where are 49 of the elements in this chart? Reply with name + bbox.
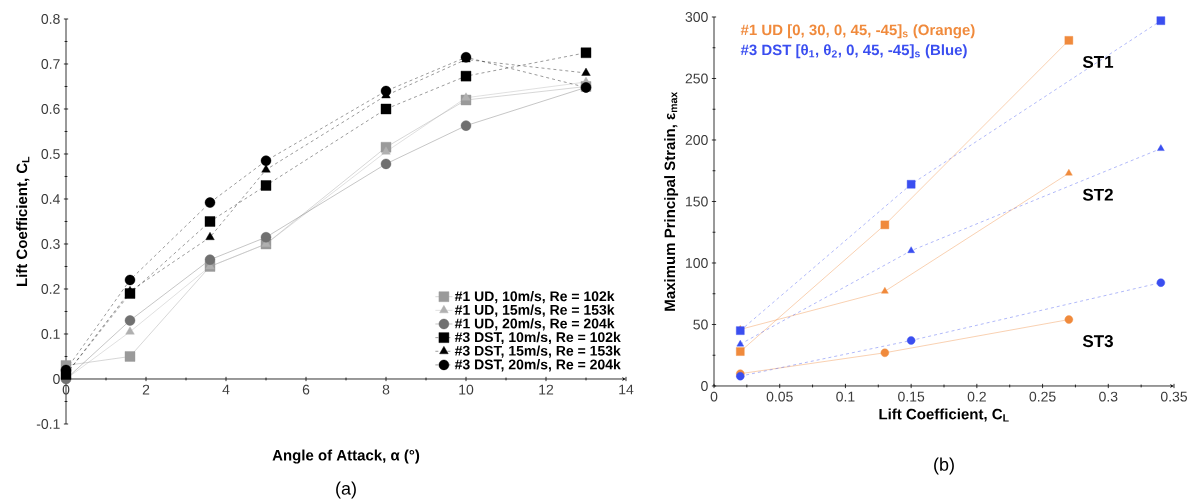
y-tick-label: 0.2 <box>41 284 60 294</box>
text: (a) <box>336 481 356 499</box>
x-tick-label: 2 <box>142 384 150 395</box>
annotation: ST3 <box>1082 335 1113 348</box>
y-tick-label: 0.3 <box>41 239 60 249</box>
annotation: #3 DST [θ$_{1}$, θ$_{2}$, 0, 45, -45]$_{s}$ (Blue) <box>740 44 967 59</box>
x-tick-label: 0.3 <box>1099 391 1118 402</box>
x-tick-label: 0.05 <box>766 391 793 402</box>
y-tick-label: 0 <box>53 374 60 384</box>
y-axis-title: Lift Coefficient, C$_{L}$ <box>16 156 30 287</box>
x-tick-label: 14 <box>619 384 634 395</box>
y-tick-label: 200 <box>685 135 708 145</box>
x-tick-label: 0.1 <box>836 391 855 402</box>
x-tick-label: 0 <box>710 391 718 402</box>
x-tick-label: 8 <box>382 384 390 395</box>
x-axis-title: Angle of Attack, α (°) <box>272 449 420 464</box>
y-tick-label: 250 <box>685 73 708 84</box>
y-tick-label: 0.4 <box>41 194 60 204</box>
x-axis-title: Lift Coefficient, C$_{L}$ <box>879 408 1009 422</box>
y-tick-label: 100 <box>686 258 708 268</box>
legend-label: #3 DST, 20m/s, Re = 204k <box>454 359 621 372</box>
x-tick-label: 10 <box>459 384 474 395</box>
y-axis-title: Maximum Principal Strain, ε$_{max}$ <box>664 91 679 311</box>
legend-label: #3 DST, 15m/s, Re = 153k <box>454 345 621 358</box>
legend-label: #3 DST, 10m/s, Re = 102k <box>454 331 621 345</box>
annotation: ST2 <box>1082 188 1113 201</box>
text: (b) <box>934 457 954 475</box>
x-tick-label: 0.25 <box>1029 391 1056 402</box>
y-tick-label: 0.6 <box>41 104 60 114</box>
legend-label: #1 UD, 10m/s, Re = 102k <box>454 290 615 304</box>
y-tick-label: 50 <box>693 319 708 330</box>
x-tick-label: 0 <box>62 384 70 395</box>
y-tick-label: 0.5 <box>41 149 60 159</box>
x-tick-label: 4 <box>222 384 230 395</box>
x-tick-label: 12 <box>539 384 554 395</box>
x-tick-label: 0.35 <box>1160 391 1188 402</box>
annotation: #1 UD [0, 30, 0, 45, -45]$_{s}$ (Orange) <box>740 24 975 39</box>
y-tick-label: 150 <box>686 196 708 207</box>
y-tick-label: 0.7 <box>41 59 60 69</box>
x-tick-label: 0.2 <box>967 391 986 402</box>
legend-label: #1 UD, 15m/s, Re = 153k <box>454 304 615 317</box>
y-tick-label: -0.1 <box>36 419 60 429</box>
y-tick-label: 0.1 <box>41 329 60 339</box>
annotation: ST1 <box>1082 55 1114 68</box>
y-tick-label: 0.8 <box>41 14 60 24</box>
x-tick-label: 6 <box>302 384 310 395</box>
legend-label: #1 UD, 20m/s, Re = 204k <box>454 318 615 331</box>
y-tick-label: 300 <box>685 12 708 22</box>
x-tick-label: 0.15 <box>898 391 925 402</box>
